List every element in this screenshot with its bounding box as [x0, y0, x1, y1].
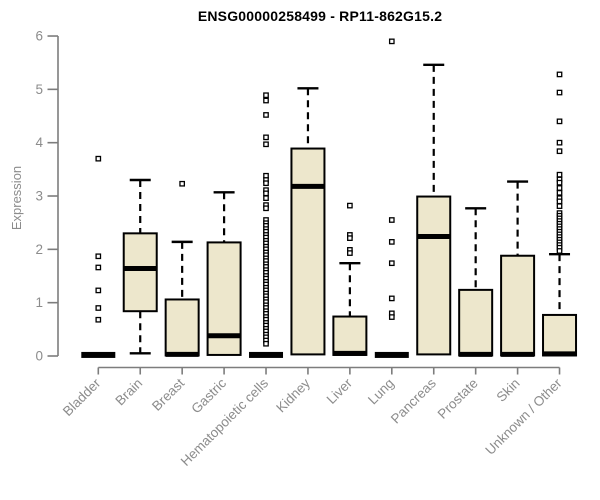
- outlier-point: [263, 180, 269, 187]
- outlier-point: [556, 89, 563, 96]
- box-kidney: [290, 87, 326, 356]
- outlier-point: [556, 139, 563, 146]
- box-body: [164, 298, 200, 357]
- box-body: [416, 195, 452, 356]
- box-body: [290, 147, 326, 356]
- x-tick-label-gastric: Gastric: [188, 375, 229, 416]
- box-hematopoietic-cells: [249, 92, 284, 358]
- outlier-point: [388, 314, 395, 320]
- outlier-point: [347, 202, 353, 209]
- outlier-point: [263, 97, 269, 104]
- outlier-point: [347, 235, 353, 241]
- box-body: [500, 254, 536, 357]
- outlier-point: [263, 92, 269, 99]
- box-pancreas: [416, 63, 452, 356]
- outlier-point: [179, 180, 186, 187]
- outlier-point: [263, 134, 269, 141]
- outlier-point: [388, 295, 395, 302]
- y-tick-label: 2: [35, 242, 43, 257]
- outlier-point: [95, 316, 102, 323]
- outlier-point: [556, 248, 563, 254]
- y-tick-label: 6: [35, 29, 43, 44]
- box-body: [332, 315, 368, 356]
- box-brain: [122, 178, 158, 355]
- x-tick-label-liver: Liver: [324, 375, 356, 407]
- x-tick-label-lung: Lung: [365, 376, 397, 408]
- outlier-point: [95, 253, 102, 260]
- box-body: [458, 288, 494, 357]
- x-tick-label-skin: Skin: [494, 376, 523, 405]
- outlier-point: [263, 205, 269, 212]
- chart-title: ENSG00000258499 - RP11-862G15.2: [197, 8, 443, 24]
- outlier-point: [556, 185, 563, 191]
- x-tick-label-brain: Brain: [112, 376, 145, 409]
- x-tick-label-bladder: Bladder: [60, 375, 104, 419]
- outlier-point: [95, 264, 102, 271]
- outlier-point: [263, 195, 269, 201]
- box-lung: [374, 38, 409, 358]
- outlier-point: [263, 112, 269, 118]
- outlier-point: [263, 190, 269, 197]
- collapsed-box: [81, 351, 116, 358]
- outlier-point: [556, 189, 563, 196]
- y-tick-label: 0: [35, 349, 43, 364]
- outlier-point: [388, 217, 395, 223]
- outlier-point: [556, 198, 563, 205]
- outlier-point: [556, 118, 563, 125]
- x-tick-label-unknown-other: Unknown / Other: [482, 375, 565, 458]
- outlier-point: [556, 71, 563, 78]
- y-tick-label: 3: [35, 189, 43, 204]
- collapsed-box: [374, 351, 409, 358]
- box-skin: [500, 180, 536, 357]
- outlier-point: [388, 38, 395, 45]
- outlier-point: [95, 305, 102, 311]
- outlier-point: [556, 203, 563, 209]
- box-bladder: [81, 155, 116, 358]
- box-unknown-other: [542, 71, 578, 357]
- y-tick-label: 4: [35, 135, 43, 150]
- outlier-point: [95, 155, 102, 162]
- y-tick-label: 1: [35, 295, 43, 310]
- outlier-point: [388, 239, 395, 245]
- x-tick-label-breast: Breast: [149, 375, 187, 413]
- outlier-point: [556, 171, 563, 178]
- collapsed-box: [249, 351, 284, 358]
- box-body: [542, 313, 578, 357]
- outlier-point: [388, 260, 395, 267]
- x-tick-label-kidney: Kidney: [273, 375, 313, 415]
- x-tick-label-pancreas: Pancreas: [388, 375, 439, 426]
- outlier-point: [556, 179, 563, 186]
- box-prostate: [458, 207, 494, 357]
- outlier-point: [556, 148, 563, 155]
- box-breast: [164, 180, 200, 357]
- outlier-point: [263, 340, 269, 347]
- x-tick-label-prostate: Prostate: [435, 376, 481, 422]
- outlier-point: [347, 250, 353, 256]
- y-tick-label: 5: [35, 82, 43, 97]
- outlier-point: [95, 287, 102, 294]
- outlier-point: [263, 141, 269, 148]
- box-gastric: [206, 191, 242, 356]
- box-body: [122, 232, 158, 313]
- box-liver: [332, 202, 368, 356]
